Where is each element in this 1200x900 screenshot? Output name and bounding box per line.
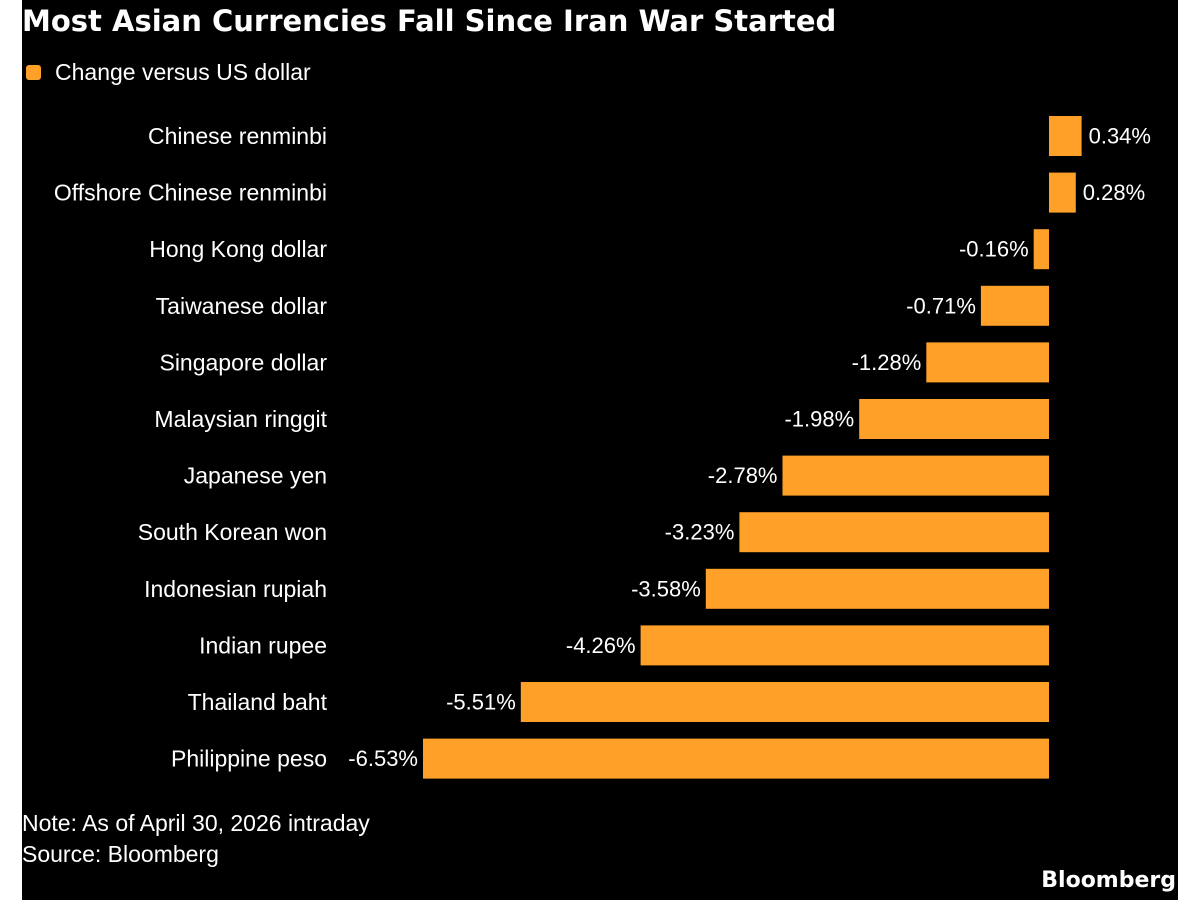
legend-swatch <box>26 64 41 80</box>
value-label: -3.58% <box>631 576 701 601</box>
bar <box>1049 172 1076 213</box>
bar <box>520 682 1049 722</box>
chart-title: Most Asian Currencies Fall Since Iran Wa… <box>22 4 837 38</box>
bar <box>1033 229 1049 270</box>
value-label: -3.23% <box>665 520 735 545</box>
bar <box>423 738 1049 779</box>
bar <box>782 455 1049 496</box>
bar <box>859 399 1049 439</box>
bar <box>705 568 1049 609</box>
chart-note: Note: As of April 30, 2026 intraday <box>22 810 370 836</box>
category-label: Philippine peso <box>171 746 327 772</box>
value-label: -6.53% <box>348 746 418 771</box>
value-label: -1.98% <box>784 407 854 432</box>
legend: Change versus US dollar <box>22 58 311 86</box>
category-label: Taiwanese dollar <box>156 293 328 319</box>
chart-source: Source: Bloomberg <box>22 841 219 867</box>
legend-label: Change versus US dollar <box>55 58 311 85</box>
category-label: Malaysian ringgit <box>154 406 327 432</box>
value-label: -1.28% <box>852 350 922 375</box>
category-label: Indonesian rupiah <box>144 576 327 602</box>
value-label: -5.51% <box>446 690 516 715</box>
category-label: Chinese renminbi <box>148 123 327 149</box>
value-label: 0.28% <box>1083 180 1145 205</box>
category-label: Hong Kong dollar <box>149 236 327 262</box>
bar <box>1049 116 1082 156</box>
value-label: -0.71% <box>906 293 976 318</box>
category-label: Offshore Chinese renminbi <box>54 180 327 206</box>
category-label: Japanese yen <box>184 463 327 489</box>
value-label: -2.78% <box>708 463 778 488</box>
category-label: South Korean won <box>138 519 327 545</box>
bar <box>739 512 1049 553</box>
category-label: Thailand baht <box>188 689 328 715</box>
category-label: Indian rupee <box>199 632 327 658</box>
bloomberg-logo: Bloomberg <box>1041 868 1176 893</box>
bar <box>640 625 1049 666</box>
value-label: -0.16% <box>959 237 1029 262</box>
value-label: 0.34% <box>1089 124 1151 149</box>
value-label: -4.26% <box>566 633 636 658</box>
bar <box>926 342 1049 383</box>
bar <box>980 285 1049 326</box>
category-label: Singapore dollar <box>159 349 327 375</box>
